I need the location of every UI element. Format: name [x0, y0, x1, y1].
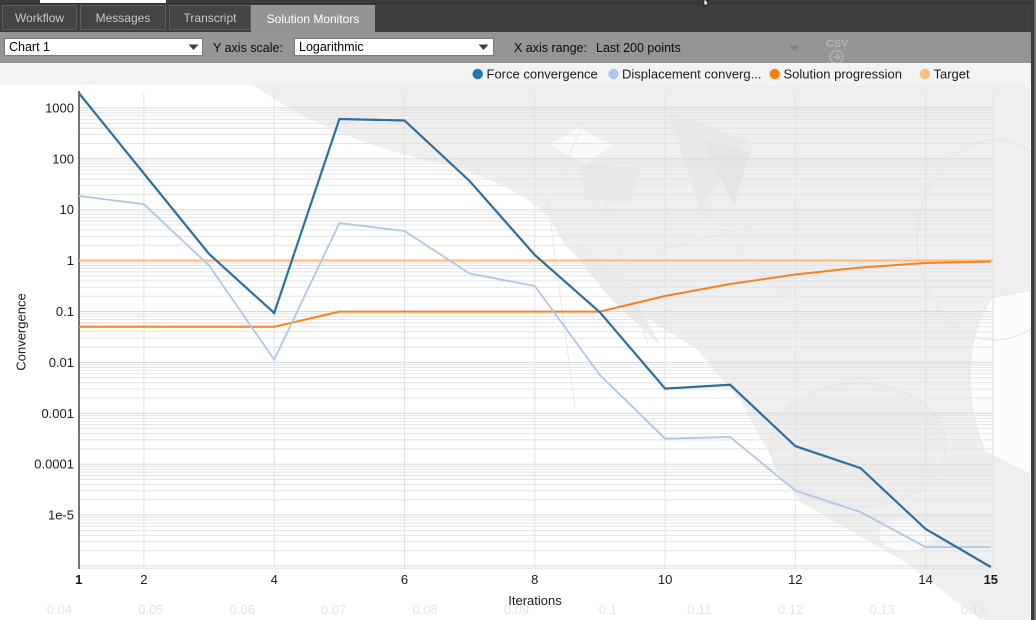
svg-text:0.0001: 0.0001 [34, 457, 74, 472]
svg-text:0.12: 0.12 [778, 602, 803, 617]
svg-text:Iterations: Iterations [508, 593, 562, 608]
svg-text:0.06: 0.06 [230, 602, 255, 617]
svg-text:0.04: 0.04 [47, 602, 72, 617]
svg-text:0.14: 0.14 [961, 602, 986, 617]
svg-text:0.01: 0.01 [49, 355, 74, 370]
svg-text:14: 14 [918, 572, 932, 587]
svg-text:6: 6 [401, 572, 408, 587]
svg-text:Convergence: Convergence [14, 293, 29, 370]
svg-text:1: 1 [75, 572, 82, 587]
svg-text:4: 4 [271, 572, 278, 587]
svg-text:0.13: 0.13 [869, 602, 894, 617]
svg-text:Solution progression: Solution progression [784, 67, 903, 82]
svg-text:1000: 1000 [45, 100, 74, 115]
svg-text:Target: Target [934, 67, 971, 82]
svg-text:1e-5: 1e-5 [48, 508, 74, 523]
svg-text:100: 100 [52, 151, 74, 166]
svg-text:2: 2 [140, 572, 147, 587]
svg-text:0.05: 0.05 [138, 602, 163, 617]
svg-text:10: 10 [658, 572, 672, 587]
svg-text:0.08: 0.08 [412, 602, 437, 617]
svg-text:Displacement converg...: Displacement converg... [622, 67, 761, 82]
svg-text:0.1: 0.1 [56, 304, 74, 319]
svg-text:0.07: 0.07 [321, 602, 346, 617]
svg-text:8: 8 [531, 572, 538, 587]
svg-text:0.1: 0.1 [599, 602, 617, 617]
svg-text:12: 12 [788, 572, 802, 587]
svg-text:0.09: 0.09 [504, 602, 529, 617]
svg-text:15: 15 [984, 572, 998, 587]
svg-text:1: 1 [67, 253, 74, 268]
svg-text:10: 10 [60, 202, 74, 217]
svg-text:Force convergence: Force convergence [487, 67, 598, 82]
svg-text:0.11: 0.11 [687, 602, 711, 617]
svg-text:0.001: 0.001 [41, 406, 74, 421]
